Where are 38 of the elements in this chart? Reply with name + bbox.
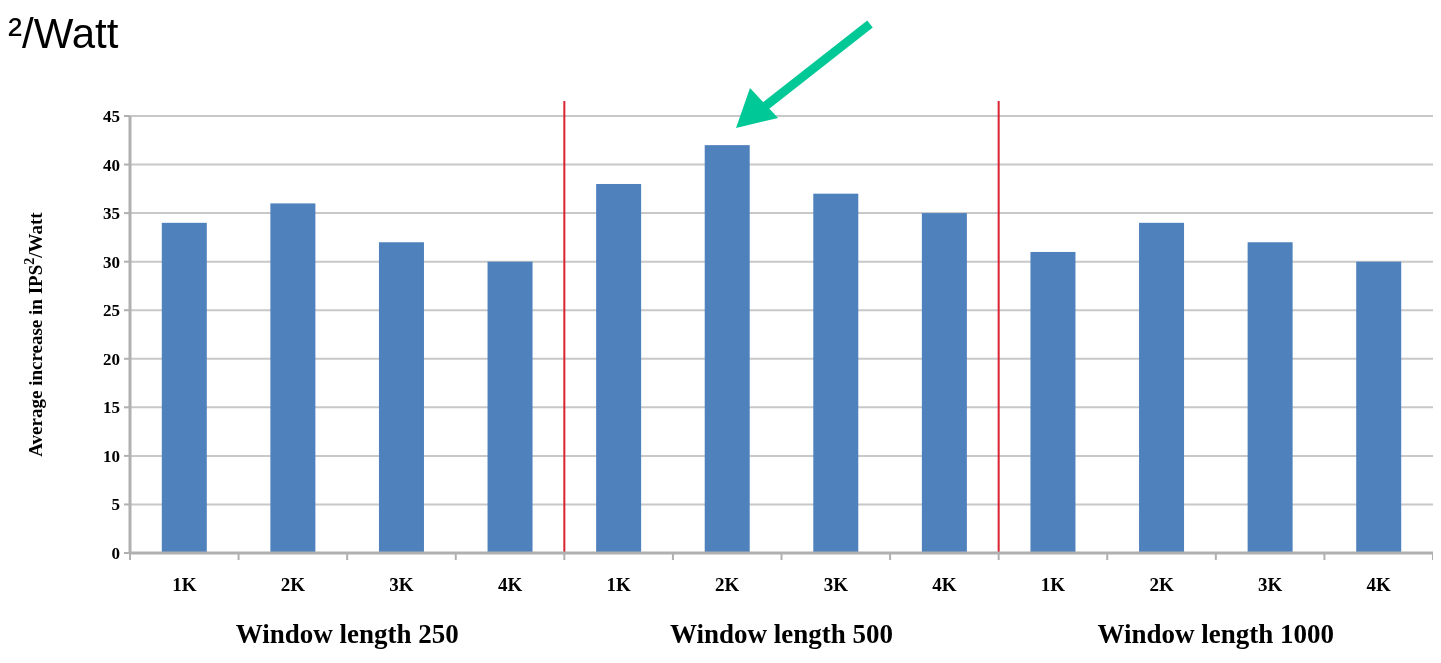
bar bbox=[813, 193, 859, 553]
y-tick-label: 45 bbox=[103, 106, 120, 126]
x-tick-label: 1K bbox=[172, 574, 197, 595]
text: Window length 1000 bbox=[1097, 619, 1335, 649]
x-tick-label: 3K bbox=[389, 574, 414, 595]
bar bbox=[378, 242, 424, 553]
x-tick-label: 4K bbox=[497, 574, 523, 595]
y-tick-label: 20 bbox=[103, 349, 120, 369]
bar bbox=[1247, 242, 1293, 553]
x-tick-label: 4K bbox=[1366, 574, 1392, 595]
bar bbox=[1139, 222, 1185, 553]
x-tick-label: 3K bbox=[1257, 574, 1283, 595]
chart-title: ²/Watt bbox=[8, 10, 119, 57]
y-tick-label: 30 bbox=[103, 252, 120, 272]
text: Window length 500 bbox=[669, 619, 894, 649]
y-tick-label: 10 bbox=[103, 446, 120, 466]
bar bbox=[487, 261, 533, 553]
x-tick-label: 4K bbox=[932, 574, 957, 595]
text: Window length 250 bbox=[235, 619, 459, 649]
x-tick-label: 1K bbox=[1040, 574, 1066, 595]
y-tick-label: 0 bbox=[111, 543, 120, 563]
bar bbox=[1030, 251, 1076, 553]
bar bbox=[1356, 261, 1402, 553]
x-tick-label: 1K bbox=[606, 574, 631, 595]
x-tick-label: 3K bbox=[823, 574, 849, 595]
x-tick-label: 2K bbox=[1149, 574, 1174, 595]
x-tick-label: 2K bbox=[280, 574, 306, 595]
x-tick-label: 2K bbox=[715, 574, 740, 595]
bar bbox=[704, 145, 750, 553]
bar bbox=[921, 213, 967, 553]
y-tick-label: 5 bbox=[111, 495, 120, 515]
y-tick-label: 40 bbox=[103, 155, 120, 175]
bar bbox=[270, 203, 316, 553]
bar bbox=[596, 183, 642, 553]
y-tick-label: 25 bbox=[103, 301, 120, 321]
bar bbox=[161, 222, 207, 553]
y-tick-label: 15 bbox=[103, 398, 120, 418]
y-tick-label: 35 bbox=[103, 204, 120, 224]
